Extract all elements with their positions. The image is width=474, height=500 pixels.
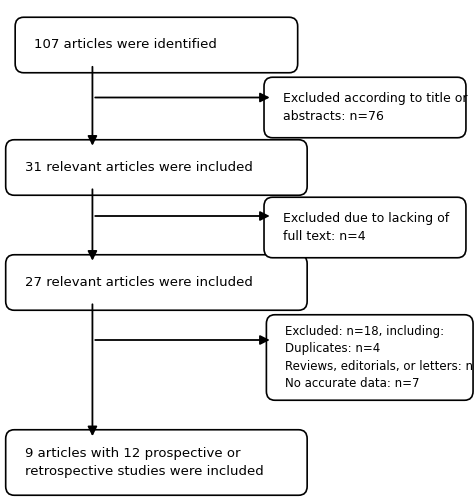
Text: Excluded according to title or
abstracts: n=76: Excluded according to title or abstracts… xyxy=(283,92,467,122)
FancyBboxPatch shape xyxy=(15,17,298,72)
Text: 9 articles with 12 prospective or
retrospective studies were included: 9 articles with 12 prospective or retros… xyxy=(25,447,264,478)
FancyBboxPatch shape xyxy=(266,315,473,400)
FancyBboxPatch shape xyxy=(264,77,466,138)
Text: 27 relevant articles were included: 27 relevant articles were included xyxy=(25,276,253,289)
FancyBboxPatch shape xyxy=(264,197,466,258)
FancyBboxPatch shape xyxy=(6,430,307,495)
FancyBboxPatch shape xyxy=(6,140,307,195)
Text: 31 relevant articles were included: 31 relevant articles were included xyxy=(25,161,253,174)
Text: Excluded: n=18, including:
Duplicates: n=4
Reviews, editorials, or letters: n=7
: Excluded: n=18, including: Duplicates: n… xyxy=(285,325,474,390)
Text: Excluded due to lacking of
full text: n=4: Excluded due to lacking of full text: n=… xyxy=(283,212,449,243)
FancyBboxPatch shape xyxy=(6,255,307,310)
Text: 107 articles were identified: 107 articles were identified xyxy=(34,38,217,52)
